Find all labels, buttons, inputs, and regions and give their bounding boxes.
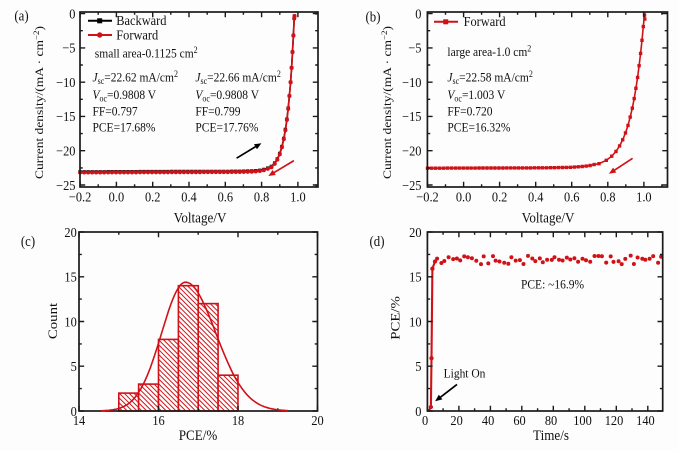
svg-text:Voc=0.9808 V: Voc=0.9808 V bbox=[195, 87, 259, 103]
svg-text:−5: −5 bbox=[408, 40, 422, 56]
svg-text:−20: −20 bbox=[402, 143, 422, 159]
svg-text:−0.2: −0.2 bbox=[416, 189, 438, 205]
svg-text:1.0: 1.0 bbox=[290, 189, 306, 205]
svg-text:−25: −25 bbox=[56, 177, 76, 193]
svg-text:PCE=16.32%: PCE=16.32% bbox=[447, 120, 510, 135]
svg-text:0: 0 bbox=[69, 6, 76, 22]
svg-text:FF=0.797: FF=0.797 bbox=[93, 104, 138, 119]
svg-text:−15: −15 bbox=[402, 109, 422, 125]
svg-text:0.0: 0.0 bbox=[456, 189, 472, 205]
svg-text:60: 60 bbox=[513, 412, 526, 428]
svg-text:140: 140 bbox=[636, 412, 655, 428]
svg-text:20: 20 bbox=[311, 412, 324, 428]
svg-text:large area-1.0 cm2: large area-1.0 cm2 bbox=[447, 43, 531, 59]
svg-text:16: 16 bbox=[152, 412, 165, 428]
svg-text:Jsc=22.62 mA/cm2: Jsc=22.62 mA/cm2 bbox=[93, 69, 178, 87]
svg-text:0: 0 bbox=[415, 6, 422, 22]
svg-text:PCE/%: PCE/% bbox=[179, 428, 218, 444]
svg-text:Voc=0.9808 V: Voc=0.9808 V bbox=[93, 87, 157, 103]
svg-text:−10: −10 bbox=[402, 74, 422, 90]
svg-text:0.6: 0.6 bbox=[218, 189, 234, 205]
svg-text:Light On: Light On bbox=[444, 366, 486, 381]
svg-text:0.2: 0.2 bbox=[492, 189, 507, 205]
svg-text:0.4: 0.4 bbox=[181, 189, 197, 205]
svg-text:Voc=1.003 V: Voc=1.003 V bbox=[447, 87, 505, 103]
svg-text:10: 10 bbox=[64, 314, 77, 330]
svg-text:(b): (b) bbox=[366, 9, 381, 26]
svg-text:−10: −10 bbox=[56, 74, 76, 90]
svg-text:−15: −15 bbox=[56, 109, 76, 125]
svg-text:80: 80 bbox=[545, 412, 558, 428]
svg-text:0.4: 0.4 bbox=[528, 189, 544, 205]
svg-text:14: 14 bbox=[73, 412, 86, 428]
svg-text:1.0: 1.0 bbox=[636, 189, 652, 205]
svg-text:−5: −5 bbox=[62, 40, 76, 56]
svg-text:0.0: 0.0 bbox=[109, 189, 125, 205]
svg-text:Current density/(mA · cm−2): Current density/(mA · cm−2) bbox=[32, 26, 46, 179]
svg-text:0.8: 0.8 bbox=[254, 189, 270, 205]
svg-text:0.8: 0.8 bbox=[600, 189, 616, 205]
svg-text:0: 0 bbox=[422, 412, 429, 428]
svg-text:(a): (a) bbox=[14, 8, 28, 25]
svg-text:15: 15 bbox=[64, 269, 77, 285]
svg-text:5: 5 bbox=[71, 358, 78, 374]
svg-text:15: 15 bbox=[409, 269, 422, 285]
svg-text:0: 0 bbox=[415, 403, 422, 419]
svg-text:20: 20 bbox=[409, 224, 422, 240]
svg-text:Voltage/V: Voltage/V bbox=[174, 211, 227, 227]
svg-text:PCE/%: PCE/% bbox=[389, 296, 403, 340]
svg-text:100: 100 bbox=[573, 412, 592, 428]
svg-text:−0.2: −0.2 bbox=[69, 189, 91, 205]
svg-text:FF=0.799: FF=0.799 bbox=[195, 104, 240, 119]
svg-text:Forward: Forward bbox=[464, 13, 506, 29]
svg-text:0.2: 0.2 bbox=[145, 189, 160, 205]
svg-text:PCE=17.76%: PCE=17.76% bbox=[195, 120, 258, 135]
svg-text:0: 0 bbox=[71, 403, 78, 419]
svg-text:PCE: ~16.9%: PCE: ~16.9% bbox=[521, 277, 584, 292]
svg-text:Backward: Backward bbox=[116, 12, 167, 28]
svg-text:Forward: Forward bbox=[116, 27, 158, 43]
svg-text:20: 20 bbox=[450, 412, 463, 428]
svg-text:PCE=17.68%: PCE=17.68% bbox=[93, 120, 156, 135]
svg-text:Jsc=22.58 mA/cm2: Jsc=22.58 mA/cm2 bbox=[447, 69, 532, 87]
svg-text:−25: −25 bbox=[402, 177, 422, 193]
svg-text:20: 20 bbox=[64, 224, 77, 240]
svg-text:5: 5 bbox=[415, 358, 422, 374]
svg-text:Current density/(mA · cm−2): Current density/(mA · cm−2) bbox=[380, 26, 394, 179]
svg-text:(c): (c) bbox=[21, 233, 35, 250]
svg-text:0.6: 0.6 bbox=[564, 189, 580, 205]
svg-text:−20: −20 bbox=[56, 143, 76, 159]
svg-text:Jsc=22.66 mA/cm2: Jsc=22.66 mA/cm2 bbox=[195, 69, 280, 87]
svg-text:10: 10 bbox=[409, 314, 422, 330]
svg-text:FF=0.720: FF=0.720 bbox=[447, 104, 492, 119]
svg-text:Count: Count bbox=[47, 303, 61, 339]
svg-text:40: 40 bbox=[482, 412, 495, 428]
svg-text:(d): (d) bbox=[370, 233, 385, 250]
svg-text:120: 120 bbox=[605, 412, 624, 428]
svg-text:18: 18 bbox=[232, 412, 245, 428]
svg-text:small area-0.1125 cm2: small area-0.1125 cm2 bbox=[95, 45, 198, 61]
svg-text:Voltage/V: Voltage/V bbox=[522, 211, 575, 227]
svg-text:Time/s: Time/s bbox=[533, 428, 569, 444]
